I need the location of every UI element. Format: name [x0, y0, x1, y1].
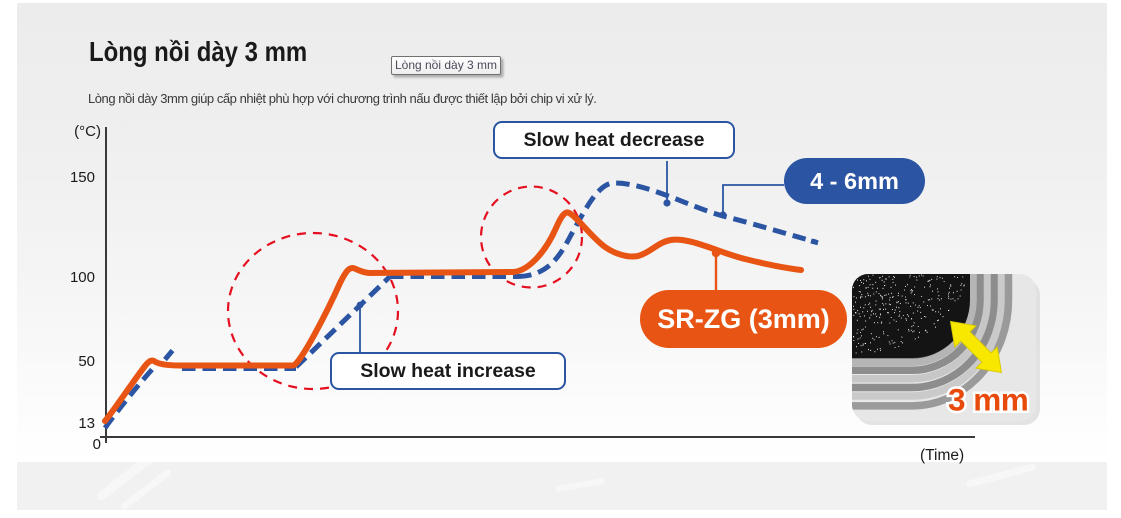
- svg-text:3 mm: 3 mm: [948, 382, 1028, 418]
